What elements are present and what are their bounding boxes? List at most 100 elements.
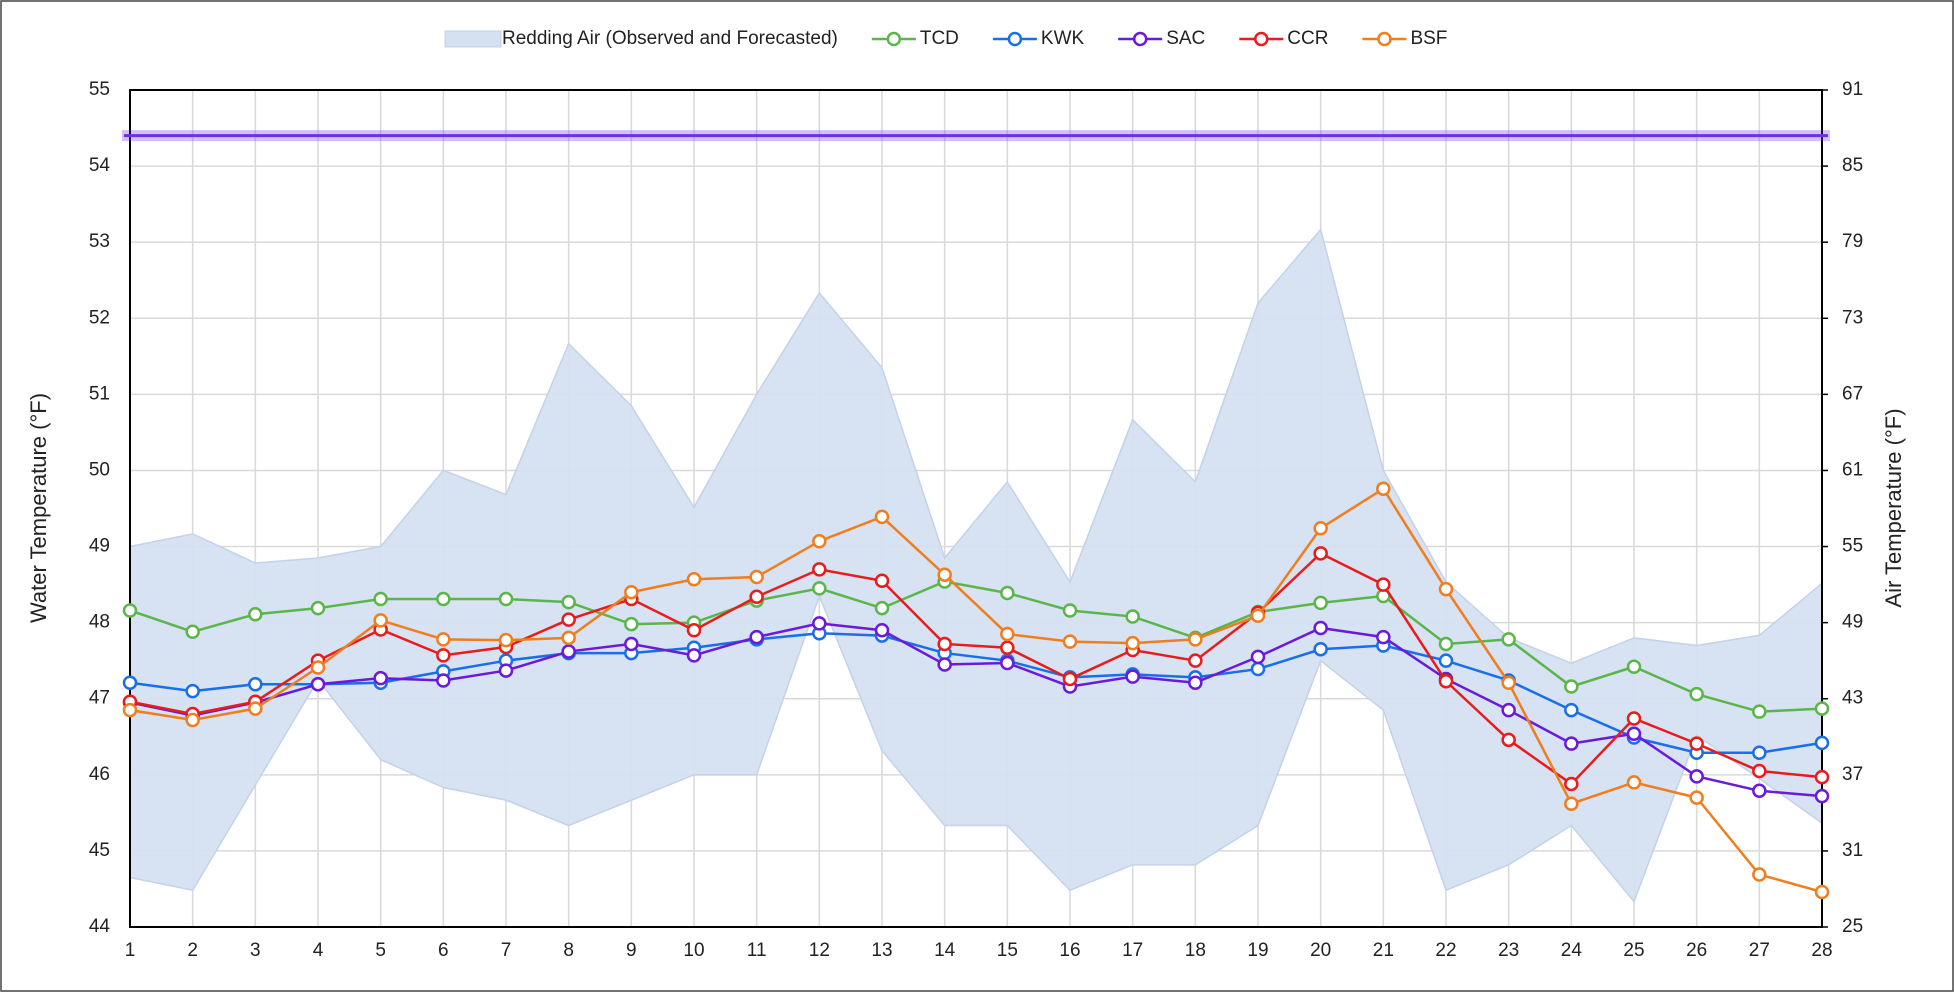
x-tick-label: 23: [1498, 940, 1519, 961]
x-tick-label: 12: [809, 940, 830, 961]
y-tick-label: 55: [89, 79, 110, 100]
series-point: [749, 589, 764, 605]
x-tick-label: 24: [1561, 940, 1583, 961]
series-point: [1250, 608, 1266, 624]
series-point: [498, 591, 514, 607]
x-tick-label: 6: [438, 940, 449, 961]
series-point: [561, 644, 576, 659]
y2-axis-label: Air Temperature (°F): [1881, 408, 1906, 607]
series-point: [1564, 796, 1579, 811]
y2-tick-label: 49: [1842, 612, 1863, 633]
series-point: [373, 613, 388, 628]
series-line: [129, 580, 1823, 713]
x-tick-label: 4: [313, 940, 324, 961]
series-point: [749, 629, 764, 645]
series-point: [1313, 546, 1328, 561]
series-point: [1313, 521, 1328, 536]
series-point: [185, 624, 200, 640]
x-tick-label: 7: [501, 940, 512, 961]
x-tick-label: 20: [1310, 940, 1331, 961]
series-point: [248, 607, 263, 622]
series-point: [185, 712, 200, 728]
series-point: [1438, 653, 1454, 668]
series-point: [1376, 629, 1391, 645]
series-point: [248, 701, 263, 716]
series-point: [1313, 642, 1328, 657]
series-point: [1062, 634, 1078, 649]
series-point: [874, 600, 890, 616]
series-point: [1000, 640, 1015, 655]
series-point: [1250, 661, 1266, 677]
series-point: [1752, 783, 1767, 799]
series-line: [129, 622, 1823, 798]
series-point: [1501, 732, 1516, 748]
y2-tick-label: 85: [1842, 155, 1863, 176]
legend-marker: [886, 31, 902, 47]
y2-tick-label: 79: [1842, 231, 1863, 252]
y2-tick-label: 37: [1842, 764, 1863, 785]
y-tick-label: 45: [89, 840, 110, 861]
series-point: [248, 677, 263, 692]
series-point: [373, 591, 388, 607]
series-point: [1313, 595, 1328, 611]
x-tick-label: 2: [187, 940, 198, 961]
series-point: [1752, 763, 1767, 779]
series-point: [310, 660, 326, 675]
series-point: [1689, 736, 1704, 751]
series-point: [1626, 711, 1642, 726]
series-point: [1814, 769, 1830, 785]
x-tick-label: 5: [375, 940, 386, 961]
series-point: [1125, 635, 1140, 651]
series-point: [498, 632, 514, 648]
y2-tick-label: 61: [1842, 459, 1863, 480]
series-line: [129, 486, 1823, 894]
legend-marker: [1377, 31, 1392, 47]
legend-label: TCD: [920, 28, 959, 49]
series-point: [1689, 790, 1704, 805]
series-point: [1438, 636, 1454, 652]
plot-frame: [129, 89, 1823, 928]
series-point: [686, 648, 702, 663]
series-point: [1626, 659, 1642, 675]
legend-marker: [1254, 31, 1269, 47]
y2-tick-label: 55: [1842, 536, 1863, 557]
series-point: [1313, 620, 1328, 636]
x-tick-label: 1: [125, 940, 136, 961]
series-point: [436, 648, 451, 663]
series-line: [129, 632, 1823, 755]
series-point: [122, 702, 138, 718]
series-point: [1000, 585, 1015, 601]
series-point: [937, 657, 952, 672]
series-point: [1250, 649, 1266, 665]
legend-marker: [1007, 31, 1023, 47]
series-point: [1626, 726, 1642, 741]
series-point: [686, 572, 702, 587]
series-point: [310, 600, 326, 616]
y2-tick-label: 43: [1842, 688, 1863, 709]
series-point: [1814, 735, 1830, 751]
series-point: [1752, 704, 1767, 719]
series-point: [1501, 675, 1516, 690]
y-tick-label: 44: [89, 916, 111, 937]
legend-label: KWK: [1041, 28, 1085, 49]
series-point: [1376, 577, 1391, 592]
series-point: [122, 603, 138, 618]
series-point: [874, 622, 890, 638]
series-point: [1564, 736, 1579, 751]
series-point: [1000, 626, 1015, 642]
series-point: [1564, 776, 1579, 792]
series-point: [185, 683, 200, 699]
series-point: [1814, 788, 1830, 804]
series-point: [1752, 745, 1767, 761]
series-point: [436, 591, 451, 607]
series-point: [1188, 675, 1203, 690]
series-point: [310, 677, 326, 692]
series-point: [561, 630, 576, 646]
y-tick-label: 48: [89, 612, 110, 633]
series-point: [1564, 679, 1579, 694]
x-tick-label: 16: [1059, 940, 1080, 961]
series-point: [1376, 481, 1391, 496]
series-point: [1564, 702, 1579, 718]
series-point: [937, 567, 952, 582]
